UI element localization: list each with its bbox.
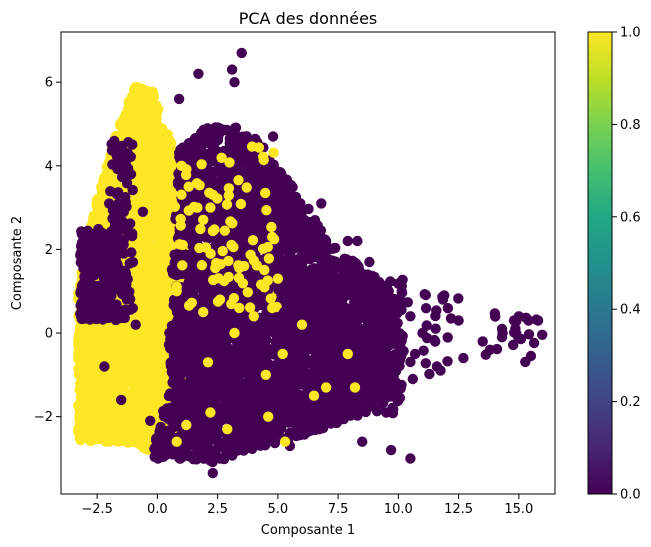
- data-point-class-1: [149, 223, 161, 234]
- data-point-class-1: [149, 297, 160, 308]
- data-point-class-1: [94, 327, 105, 339]
- data-point-class-1: [115, 365, 126, 376]
- data-point-class-1: [112, 409, 123, 420]
- data-point-class-1: [152, 240, 164, 251]
- data-point-class-1: [113, 424, 124, 436]
- data-point-class-1: [90, 376, 101, 388]
- data-point-class-1: [118, 127, 129, 138]
- data-point-class-1: [150, 167, 161, 178]
- data-point-class-1: [154, 337, 165, 348]
- data-point-class-1: [135, 431, 147, 442]
- data-point-class-1: [84, 409, 95, 420]
- data-point-class-1: [120, 345, 131, 356]
- data-point-class-1: [145, 316, 156, 327]
- data-point-class-1: [138, 442, 150, 454]
- data-point-class-1: [127, 418, 138, 429]
- data-point-class-1: [157, 367, 168, 379]
- data-point-class-1: [137, 116, 148, 127]
- data-point-class-1: [141, 154, 153, 165]
- data-point-class-1: [130, 384, 141, 395]
- data-point-class-1: [86, 346, 98, 358]
- data-point-class-1: [95, 181, 107, 193]
- data-point-class-1: [135, 225, 146, 236]
- data-point-class-1: [138, 106, 149, 118]
- data-point-class-1: [78, 422, 89, 433]
- data-point-class-1: [156, 248, 168, 260]
- data-point-class-1: [145, 251, 157, 263]
- data-point-class-1: [139, 363, 151, 374]
- data-point-class-1: [114, 385, 125, 396]
- data-point-class-1: [132, 327, 143, 338]
- data-point-class-1: [163, 179, 174, 190]
- data-point-class-1: [120, 108, 131, 120]
- data-point-class-1: [138, 395, 149, 407]
- data-point-class-1: [98, 371, 109, 382]
- data-point-class-1: [78, 382, 89, 393]
- data-point-class-1: [94, 215, 106, 226]
- data-point-class-1: [130, 89, 142, 100]
- data-point-class-1: [75, 347, 86, 358]
- data-point-class-1: [150, 380, 161, 391]
- data-point-class-1: [79, 363, 90, 374]
- data-point-class-1: [142, 338, 154, 350]
- data-point-class-1: [130, 401, 141, 413]
- data-point-class-1: [146, 282, 158, 293]
- data-point-class-1: [131, 276, 142, 287]
- data-point-class-1: [141, 264, 153, 276]
- data-point-class-1: [121, 410, 132, 421]
- data-point-class-1: [82, 394, 93, 405]
- data-point-class-1: [119, 326, 130, 337]
- data-point-class-1: [153, 257, 164, 268]
- data-point-class-1: [108, 377, 119, 388]
- data-point-class-1: [135, 137, 147, 149]
- data-point-class-1: [148, 140, 159, 151]
- data-point-class-1: [120, 372, 131, 383]
- data-point-class-1: [95, 415, 107, 426]
- chart-title: PCA des données: [239, 9, 378, 28]
- data-point-class-1: [120, 335, 131, 346]
- data-point-class-1: [134, 371, 146, 382]
- data-point-class-1: [73, 338, 85, 350]
- data-point-class-1: [101, 436, 112, 447]
- data-point-class-1: [90, 429, 101, 440]
- data-point-class-1: [121, 432, 132, 444]
- data-point-class-1: [148, 88, 159, 100]
- data-point-class-1: [140, 290, 151, 301]
- data-point-class-1: [102, 395, 113, 407]
- data-point-class-1: [151, 113, 162, 124]
- data-point-class-1: [155, 353, 166, 364]
- data-point-class-1: [74, 433, 86, 444]
- data-point-class-1: [160, 188, 171, 199]
- data-point-class-1: [101, 335, 112, 346]
- data-point-class-1: [140, 299, 151, 310]
- data-point-class-1: [99, 385, 111, 396]
- data-point-class-1: [150, 156, 162, 168]
- data-point-class-1: [144, 126, 156, 138]
- data-point-class-1: [97, 404, 108, 415]
- data-point-class-1: [128, 195, 139, 206]
- data-point-class-1: [136, 168, 148, 179]
- points-layer: [72, 47, 548, 479]
- data-point-class-1: [74, 399, 86, 410]
